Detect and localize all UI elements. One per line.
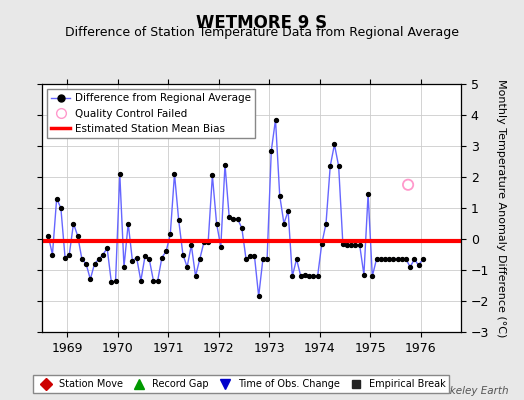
Text: WETMORE 9 S: WETMORE 9 S [196,14,328,32]
Point [406,264,414,270]
Point [377,256,385,262]
Point [158,254,166,261]
Point [305,273,313,279]
Point [330,141,339,148]
Point [309,273,318,279]
Point [326,163,334,169]
Point [355,242,364,248]
Point [297,273,305,279]
Point [94,256,103,262]
Point [364,191,372,197]
Point [200,239,208,245]
Point [78,256,86,262]
Point [343,242,351,248]
Point [389,256,398,262]
Point [69,220,78,227]
Text: Berkeley Earth: Berkeley Earth [432,386,508,396]
Point [246,253,255,259]
Legend: Station Move, Record Gap, Time of Obs. Change, Empirical Break: Station Move, Record Gap, Time of Obs. C… [32,375,450,393]
Point [174,217,183,224]
Point [402,256,410,262]
Legend: Difference from Regional Average, Quality Control Failed, Estimated Station Mean: Difference from Regional Average, Qualit… [47,89,255,138]
Point [368,273,377,279]
Point [120,264,128,270]
Point [52,196,61,202]
Point [238,225,246,231]
Point [394,256,402,262]
Point [149,278,158,284]
Point [313,273,322,279]
Point [414,262,423,268]
Point [385,256,394,262]
Point [271,116,280,123]
Point [318,240,326,247]
Point [225,214,233,220]
Point [133,254,141,261]
Point [112,278,120,284]
Point [292,256,301,262]
Point [229,216,237,222]
Point [183,264,191,270]
Point [145,256,154,262]
Point [191,273,200,279]
Point [128,258,137,264]
Point [73,233,82,239]
Point [259,256,267,262]
Point [288,273,297,279]
Point [107,279,116,286]
Point [263,256,271,262]
Point [410,256,419,262]
Point [44,233,52,239]
Point [179,251,187,258]
Point [381,256,389,262]
Point [284,208,292,214]
Point [187,242,195,248]
Point [267,148,276,154]
Point [82,261,90,267]
Point [137,278,145,284]
Point [195,256,204,262]
Point [162,248,170,255]
Point [255,293,263,300]
Point [65,251,73,258]
Point [103,245,111,252]
Point [233,216,242,222]
Point [154,278,162,284]
Point [216,244,225,250]
Point [124,220,133,227]
Point [347,242,355,248]
Point [116,171,124,177]
Point [90,261,99,267]
Point [339,240,347,247]
Point [404,182,412,188]
Point [373,256,381,262]
Text: Difference of Station Temperature Data from Regional Average: Difference of Station Temperature Data f… [65,26,459,39]
Point [208,172,216,179]
Point [419,256,427,262]
Point [204,239,212,245]
Point [359,272,368,278]
Point [250,253,259,259]
Point [276,192,284,199]
Point [212,220,221,227]
Point [334,163,343,169]
Point [141,253,149,259]
Point [351,242,359,248]
Point [99,251,107,258]
Point [57,205,65,211]
Point [221,162,229,168]
Point [322,220,330,227]
Point [280,220,288,227]
Point [86,276,94,282]
Point [242,256,250,262]
Point [48,251,57,258]
Point [301,272,309,278]
Y-axis label: Monthly Temperature Anomaly Difference (°C): Monthly Temperature Anomaly Difference (… [496,79,506,337]
Point [166,231,174,238]
Point [170,171,179,177]
Point [398,256,406,262]
Point [61,254,69,261]
